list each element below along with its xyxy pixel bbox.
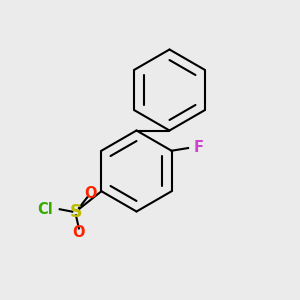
Text: S: S (70, 203, 82, 221)
Text: O: O (84, 186, 97, 201)
Text: Cl: Cl (37, 202, 53, 217)
Text: F: F (194, 140, 203, 155)
Text: O: O (73, 224, 85, 239)
